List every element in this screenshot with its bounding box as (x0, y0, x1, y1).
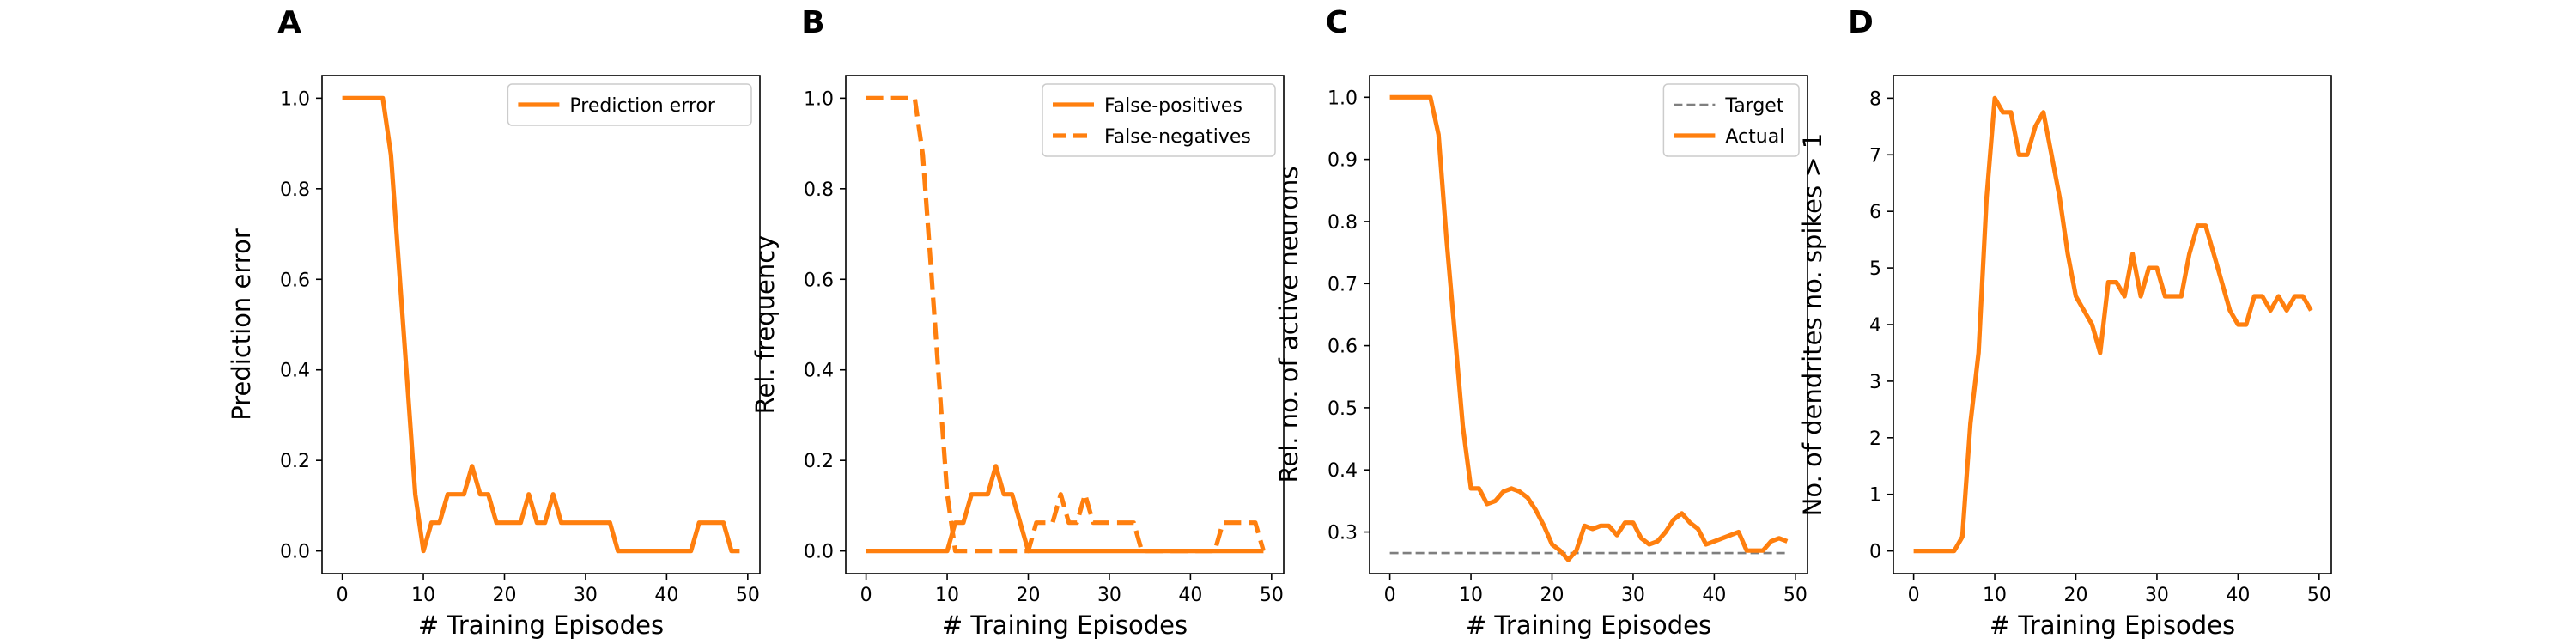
legend-label: Prediction error (569, 95, 715, 117)
y-tick-label: 0.8 (280, 179, 310, 201)
series-line-1 (866, 95, 1266, 554)
y-tick-label: 6 (1869, 202, 1881, 223)
y-tick-label: 0.9 (1327, 150, 1358, 172)
x-tick-label: 30 (2145, 585, 2169, 606)
x-tick-label: 20 (1017, 585, 1041, 606)
axes-frame (1369, 75, 1808, 574)
y-tick-label: 0 (1869, 542, 1881, 563)
legend-box (507, 83, 752, 126)
legend: False-positives False-negatives (1042, 83, 1276, 157)
x-tick-label: 40 (1702, 585, 1726, 606)
y-axis-label: No. of dendrites no. spikes > 1 (1798, 133, 1827, 517)
y-tick-label: 1.0 (280, 88, 310, 110)
y-tick-label: 0.8 (1327, 212, 1358, 234)
x-tick-label: 50 (2307, 585, 2331, 606)
panel-a: A 0 10 20 30 40 50 0.0 0.2 0.4 0.6 0.8 1.0 # Training… (227, 5, 761, 640)
y-tick-label: 0.6 (280, 270, 310, 291)
legend-label: False-positives (1104, 95, 1242, 117)
x-axis-label: # Training Episodes (1466, 611, 1711, 640)
x-axis-label: # Training Episodes (942, 611, 1188, 640)
series-line-1 (1389, 94, 1789, 562)
series-line-0 (1913, 95, 2313, 554)
y-tick-label: 7 (1869, 145, 1881, 167)
y-tick-label: 1.0 (804, 88, 834, 110)
y-tick-label: 0.4 (804, 361, 834, 382)
legend-label: Target (1724, 95, 1783, 117)
x-tick-label: 50 (736, 585, 760, 606)
y-tick-label: 0.3 (1327, 523, 1358, 544)
legend-label: False-negatives (1104, 126, 1251, 148)
x-tick-label: 30 (1097, 585, 1121, 606)
series-line-0 (866, 464, 1264, 554)
x-tick-label: 40 (1178, 585, 1202, 606)
panel-c: C 0 10 20 30 40 50 0.3 0.4 0.5 0.6 0.7 0.8 0.9 1.0 # Tr… (1274, 5, 1808, 640)
panel-letter: D (1848, 5, 1874, 40)
legend: Prediction error (507, 83, 752, 126)
y-tick-label: 3 (1869, 372, 1881, 393)
panel-letter: A (277, 5, 301, 40)
legend: Target Actual (1662, 83, 1800, 157)
x-tick-label: 50 (1783, 585, 1807, 606)
y-axis-label: Rel. frequency (750, 235, 780, 415)
panel-letter: B (801, 5, 824, 40)
x-tick-label: 0 (860, 585, 872, 606)
axes-frame (1893, 75, 2332, 574)
x-tick-label: 0 (1384, 585, 1396, 606)
y-tick-label: 8 (1869, 88, 1881, 110)
axes-frame (845, 75, 1285, 574)
legend-label: Actual (1725, 126, 1784, 148)
y-tick-label: 1.0 (1327, 88, 1358, 109)
y-tick-label: 0.6 (1327, 337, 1358, 358)
x-tick-label: 50 (1260, 585, 1284, 606)
x-tick-label: 10 (1459, 585, 1483, 606)
y-tick-label: 0.5 (1327, 398, 1358, 420)
axes-frame (321, 75, 761, 574)
y-tick-label: 0.2 (280, 451, 310, 472)
x-tick-label: 20 (493, 585, 517, 606)
x-axis-label: # Training Episodes (1990, 611, 2235, 640)
y-axis-label: Rel. no. of active neurons (1274, 167, 1303, 483)
y-tick-label: 0.0 (280, 542, 310, 563)
y-tick-label: 0.0 (804, 542, 834, 563)
x-tick-label: 10 (1983, 585, 2007, 606)
x-tick-label: 10 (411, 585, 435, 606)
x-tick-label: 30 (574, 585, 598, 606)
x-tick-label: 20 (2064, 585, 2088, 606)
y-axis-label: Prediction error (227, 228, 256, 421)
panel-letter: C (1326, 5, 1348, 40)
panel-d: D 0 10 20 30 40 50 0 1 2 3 4 5 6 7 8 # Training Episodes… (1798, 5, 2332, 640)
x-tick-label: 30 (1621, 585, 1645, 606)
x-tick-label: 10 (935, 585, 959, 606)
panel-b: B 0 10 20 30 40 50 0.0 0.2 0.4 0.6 0.8 1.0 # Training… (750, 5, 1285, 640)
y-tick-label: 0.6 (804, 270, 834, 291)
x-tick-label: 40 (2226, 585, 2250, 606)
y-tick-label: 0.8 (804, 179, 834, 201)
x-tick-label: 20 (1540, 585, 1564, 606)
series-line-0 (342, 95, 740, 554)
y-tick-label: 4 (1869, 315, 1881, 337)
y-tick-label: 5 (1869, 258, 1881, 280)
y-tick-label: 0.7 (1327, 274, 1358, 295)
y-tick-label: 0.4 (280, 361, 310, 382)
y-tick-label: 0.2 (804, 451, 834, 472)
y-tick-label: 2 (1869, 428, 1881, 450)
legend-box (1042, 83, 1276, 157)
legend-box (1662, 83, 1800, 157)
x-tick-label: 0 (1908, 585, 1920, 606)
x-tick-label: 40 (654, 585, 678, 606)
y-tick-label: 0.4 (1327, 460, 1358, 482)
y-tick-label: 1 (1869, 485, 1881, 507)
x-axis-label: # Training Episodes (418, 611, 664, 640)
x-tick-label: 0 (337, 585, 349, 606)
